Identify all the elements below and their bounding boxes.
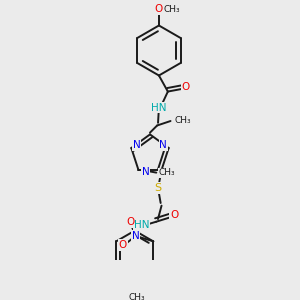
Text: O: O: [126, 217, 134, 227]
Text: O: O: [155, 4, 163, 14]
Text: S: S: [154, 183, 161, 193]
Text: HN: HN: [151, 103, 167, 112]
Text: CH₃: CH₃: [128, 293, 145, 300]
Text: CH₃: CH₃: [164, 5, 180, 14]
Text: N: N: [142, 167, 149, 177]
Text: O: O: [170, 211, 178, 220]
Text: CH₃: CH₃: [174, 116, 191, 124]
Text: N: N: [133, 140, 141, 150]
Text: O: O: [182, 82, 190, 92]
Text: N: N: [132, 231, 139, 241]
Text: N: N: [159, 140, 167, 150]
Text: O: O: [119, 240, 127, 250]
Text: CH₃: CH₃: [158, 168, 175, 177]
Text: HN: HN: [134, 220, 150, 230]
